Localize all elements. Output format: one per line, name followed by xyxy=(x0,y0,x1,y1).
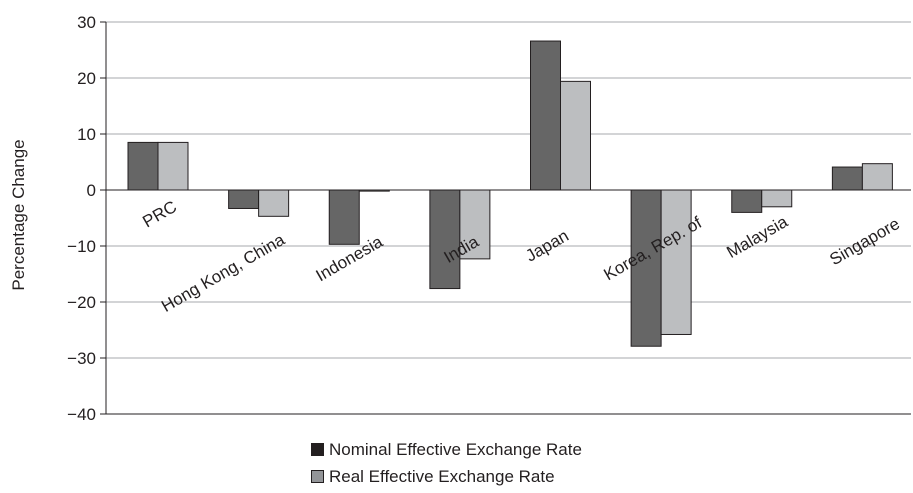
legend-item-real: Real Effective Exchange Rate xyxy=(311,463,582,490)
legend-swatch-nominal xyxy=(311,443,324,456)
y-tick-label: 10 xyxy=(77,125,96,144)
legend-item-nominal: Nominal Effective Exchange Rate xyxy=(311,436,582,463)
bar-nominal-1 xyxy=(228,189,260,209)
bar-real-3 xyxy=(459,189,491,260)
bar-real-4 xyxy=(560,80,591,191)
bar-real-7 xyxy=(861,163,893,191)
category-label: Singapore xyxy=(826,214,903,269)
legend: Nominal Effective Exchange Rate Real Eff… xyxy=(311,436,582,490)
bar-nominal-3 xyxy=(429,189,461,290)
y-tick-label: −20 xyxy=(67,293,96,312)
bar-nominal-7 xyxy=(831,166,863,191)
legend-swatch-real xyxy=(311,470,324,483)
bar-real-6 xyxy=(761,189,793,208)
legend-label-nominal: Nominal Effective Exchange Rate xyxy=(329,439,582,459)
category-label: PRC xyxy=(139,197,180,231)
y-tick-label: −40 xyxy=(67,405,96,424)
bar-nominal-4 xyxy=(530,40,561,191)
y-tick-label: −30 xyxy=(67,349,96,368)
gridlines xyxy=(106,21,911,359)
bars xyxy=(127,40,893,347)
bar-real-1 xyxy=(258,189,290,217)
bar-nominal-5 xyxy=(630,189,662,347)
axes xyxy=(100,21,911,415)
category-label: Japan xyxy=(522,226,572,266)
bar-nominal-2 xyxy=(328,189,360,245)
y-tick-labels: 30 20 10 0 −10 −20 −30 −40 xyxy=(67,13,96,424)
y-tick-label: 20 xyxy=(77,69,96,88)
y-axis-title: Percentage Change xyxy=(9,139,28,290)
y-tick-label: −10 xyxy=(67,237,96,256)
bar-nominal-6 xyxy=(731,189,763,213)
legend-label-real: Real Effective Exchange Rate xyxy=(329,466,555,486)
category-label: Malaysia xyxy=(723,212,791,262)
bar-nominal-0 xyxy=(127,141,159,191)
bar-real-5 xyxy=(660,189,692,335)
bar-real-0 xyxy=(157,141,189,191)
category-label: Hong Kong, China xyxy=(158,230,288,316)
y-tick-label: 30 xyxy=(77,13,96,32)
y-tick-label: 0 xyxy=(87,181,96,200)
